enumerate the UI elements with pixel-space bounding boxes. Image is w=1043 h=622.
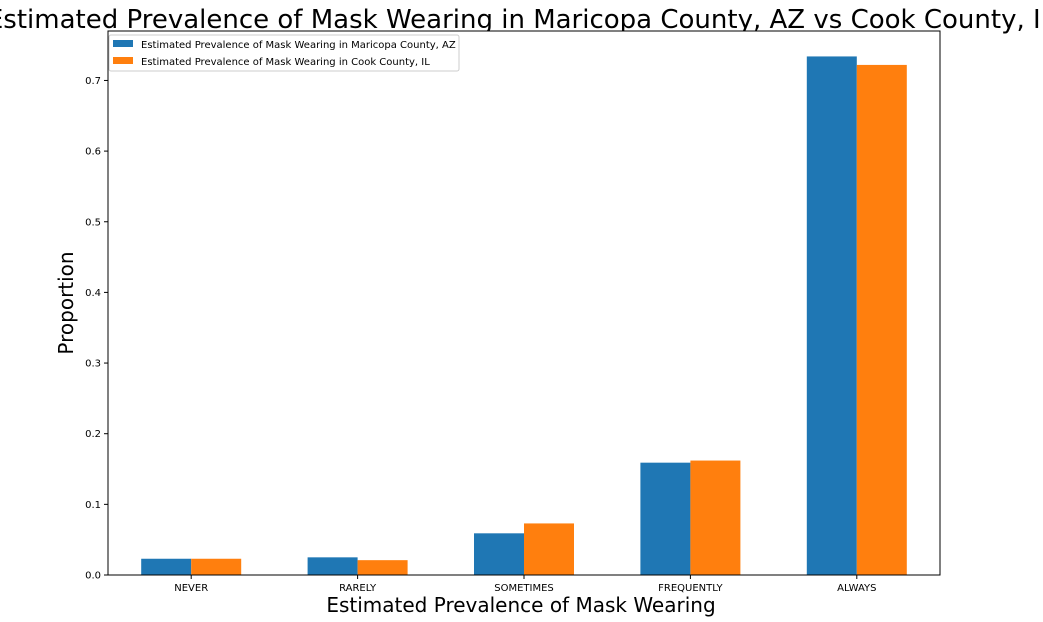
y-tick-label: 0.5 xyxy=(85,217,101,228)
y-tick-label: 0.7 xyxy=(85,76,101,87)
chart-title: Estimated Prevalence of Mask Wearing in … xyxy=(0,5,1043,35)
bar-maricopa-sometimes xyxy=(474,533,524,575)
legend-label-maricopa: Estimated Prevalence of Mask Wearing in … xyxy=(141,40,456,51)
legend: Estimated Prevalence of Mask Wearing in … xyxy=(108,34,460,72)
y-tick-label: 0.0 xyxy=(85,571,101,582)
plot-frame xyxy=(107,30,941,576)
bar-cook-never xyxy=(191,558,242,575)
bar-maricopa-always xyxy=(806,56,857,575)
y-axis: 0.0 0.1 0.2 0.3 0.4 0.5 0.6 0.7 xyxy=(85,76,108,582)
y-axis-label: Proportion xyxy=(54,251,78,354)
legend-swatch-maricopa xyxy=(113,40,133,47)
y-tick-label: 0.6 xyxy=(85,147,101,158)
bars-group xyxy=(141,56,907,576)
legend-box xyxy=(108,34,460,72)
bar-cook-always xyxy=(856,64,907,576)
y-tick-label: 0.2 xyxy=(85,429,101,440)
legend-label-cook: Estimated Prevalence of Mask Wearing in … xyxy=(141,57,430,68)
bar-maricopa-rarely xyxy=(307,557,358,575)
bar-maricopa-never xyxy=(141,558,192,575)
x-tick-label-never: NEVER xyxy=(174,583,208,594)
bar-maricopa-frequently xyxy=(640,462,691,575)
x-tick-label-frequently: FREQUENTLY xyxy=(658,583,723,594)
y-tick-label: 0.1 xyxy=(85,500,101,511)
bar-cook-sometimes xyxy=(524,523,574,575)
x-axis-label: Estimated Prevalence of Mask Wearing xyxy=(326,593,715,617)
legend-swatch-cook xyxy=(113,57,133,64)
x-tick-label-rarely: RARELY xyxy=(339,583,377,594)
x-axis: NEVER RARELY SOMETIMES FREQUENTLY ALWAYS xyxy=(174,575,876,594)
plot-area xyxy=(108,31,940,575)
bar-cook-frequently xyxy=(690,460,741,575)
y-tick-label: 0.4 xyxy=(85,288,101,299)
y-tick-label: 0.3 xyxy=(85,359,101,370)
x-tick-label-sometimes: SOMETIMES xyxy=(494,583,554,594)
bar-cook-rarely xyxy=(357,560,408,575)
x-tick-label-always: ALWAYS xyxy=(837,583,876,594)
